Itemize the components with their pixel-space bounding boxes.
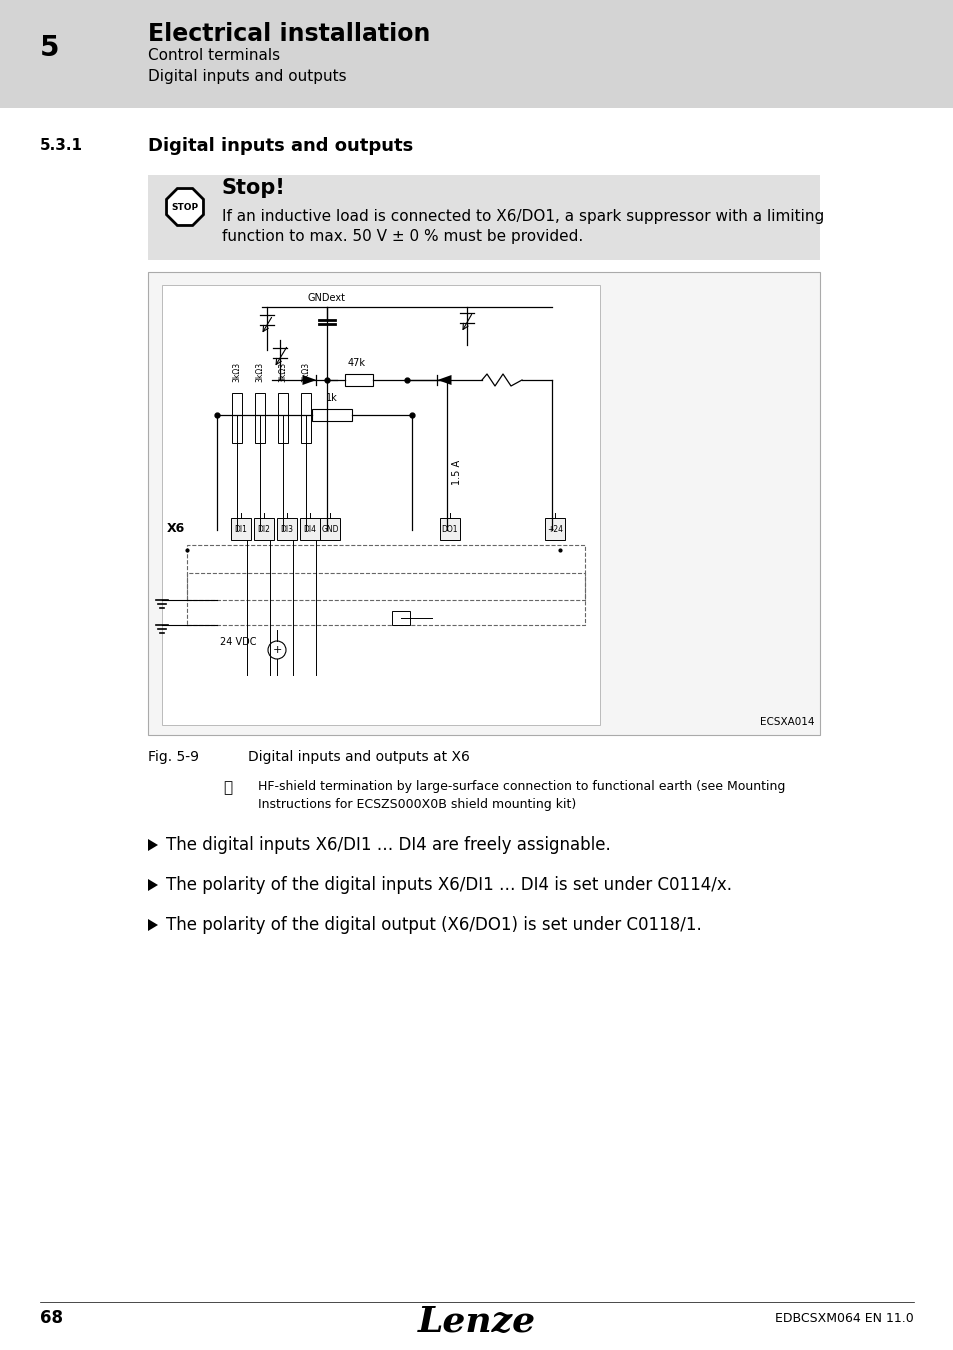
Text: DI3: DI3: [280, 525, 294, 533]
Text: Lenze: Lenze: [417, 1305, 536, 1339]
Text: Digital inputs and outputs: Digital inputs and outputs: [148, 136, 413, 155]
Polygon shape: [302, 375, 316, 385]
Bar: [439, 518, 459, 540]
Bar: [148, 271, 820, 734]
Text: HF-shield termination by large-surface connection to functional earth (see Mount: HF-shield termination by large-surface c…: [257, 780, 784, 792]
Text: 3kΩ3: 3kΩ3: [255, 362, 264, 382]
Text: GNDext: GNDext: [308, 293, 346, 302]
Bar: [319, 518, 339, 540]
Text: 5: 5: [40, 34, 59, 62]
Text: Stop!: Stop!: [222, 178, 286, 198]
Text: Digital inputs and outputs at X6: Digital inputs and outputs at X6: [248, 751, 470, 764]
Bar: [187, 545, 584, 599]
Text: 3kΩ3: 3kΩ3: [278, 362, 287, 382]
Text: ECSXA014: ECSXA014: [760, 717, 814, 728]
Text: 3kΩ3: 3kΩ3: [301, 362, 310, 382]
Bar: [299, 518, 319, 540]
Bar: [0, 0, 953, 108]
Text: function to max. 50 V ± 0 % must be provided.: function to max. 50 V ± 0 % must be prov…: [222, 230, 582, 244]
Text: X6: X6: [167, 522, 185, 536]
Bar: [312, 409, 352, 421]
Bar: [345, 374, 373, 386]
Text: ⨺: ⨺: [223, 780, 233, 795]
Text: EDBCSXM064 EN 11.0: EDBCSXM064 EN 11.0: [775, 1311, 913, 1324]
Polygon shape: [437, 375, 451, 385]
Text: 47k: 47k: [348, 358, 366, 369]
Bar: [231, 518, 251, 540]
Text: 1.5 A: 1.5 A: [452, 460, 461, 485]
Text: +24: +24: [546, 525, 562, 533]
Bar: [162, 285, 599, 725]
Text: DO1: DO1: [441, 525, 457, 533]
Bar: [148, 176, 820, 261]
Polygon shape: [148, 838, 158, 850]
Text: DI4: DI4: [303, 525, 316, 533]
Polygon shape: [148, 919, 158, 931]
Bar: [544, 518, 564, 540]
Text: Control terminals: Control terminals: [148, 47, 280, 62]
Bar: [276, 518, 296, 540]
Text: The polarity of the digital output (X6/DO1) is set under C0118/1.: The polarity of the digital output (X6/D…: [166, 917, 701, 934]
Bar: [277, 393, 288, 443]
Bar: [301, 393, 311, 443]
Polygon shape: [167, 189, 203, 225]
Text: Digital inputs and outputs: Digital inputs and outputs: [148, 69, 346, 84]
Text: GND: GND: [321, 525, 338, 533]
Bar: [253, 518, 274, 540]
Text: STOP: STOP: [172, 202, 198, 212]
Text: Electrical installation: Electrical installation: [148, 22, 430, 46]
Text: 24 VDC: 24 VDC: [220, 637, 256, 647]
Text: DI1: DI1: [234, 525, 247, 533]
Text: +: +: [272, 645, 281, 655]
Text: If an inductive load is connected to X6/DO1, a spark suppressor with a limiting: If an inductive load is connected to X6/…: [222, 209, 823, 224]
Text: The polarity of the digital inputs X6/DI1 … DI4 is set under C0114/x.: The polarity of the digital inputs X6/DI…: [166, 876, 731, 894]
Text: Fig. 5-9: Fig. 5-9: [148, 751, 199, 764]
Bar: [232, 393, 242, 443]
Bar: [392, 612, 410, 625]
Bar: [187, 572, 584, 625]
Text: The digital inputs X6/DI1 … DI4 are freely assignable.: The digital inputs X6/DI1 … DI4 are free…: [166, 836, 610, 855]
Text: Instructions for ECSZS000X0B shield mounting kit): Instructions for ECSZS000X0B shield moun…: [257, 798, 576, 811]
Text: 5.3.1: 5.3.1: [40, 139, 83, 154]
Text: 3kΩ3: 3kΩ3: [233, 362, 241, 382]
Bar: [254, 393, 265, 443]
Text: DI2: DI2: [257, 525, 270, 533]
Text: 1k: 1k: [326, 393, 337, 404]
Text: 68: 68: [40, 1310, 63, 1327]
Polygon shape: [148, 879, 158, 891]
